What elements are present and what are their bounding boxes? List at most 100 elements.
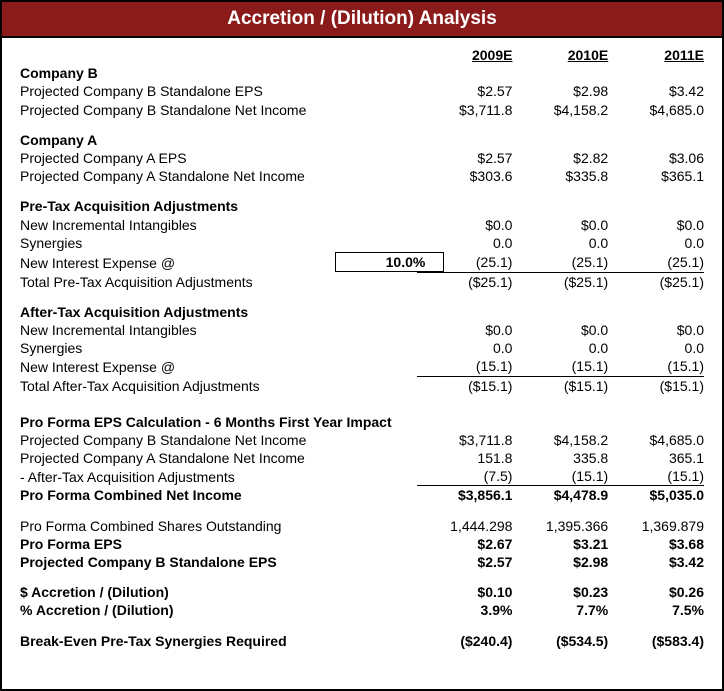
company-b-ni-row: Projected Company B Standalone Net Incom…: [20, 101, 704, 119]
cell: $3.42: [608, 82, 704, 100]
cell: $2.57: [417, 82, 513, 100]
cell: 0.0: [512, 234, 608, 252]
interest-rate-box: 10.0%: [335, 252, 445, 272]
accretion-pct-row: % Accretion / (Dilution) 3.9% 7.7% 7.5%: [20, 601, 704, 619]
pretax-intangibles-row: New Incremental Intangibles $0.0 $0.0 $0…: [20, 216, 704, 234]
cell: $2.82: [512, 149, 608, 167]
pretax-synergies-row: Synergies 0.0 0.0 0.0: [20, 234, 704, 252]
cell: ($25.1): [512, 272, 608, 291]
row-label: New Interest Expense @: [20, 357, 335, 376]
cell: (15.1): [417, 357, 513, 376]
analysis-page: Accretion / (Dilution) Analysis 2009E 20…: [0, 0, 724, 691]
row-label: Pro Forma EPS: [20, 535, 335, 553]
row-label: Synergies: [20, 234, 335, 252]
cell: ($25.1): [417, 272, 513, 291]
cell: $3.21: [512, 535, 608, 553]
row-label: Projected Company A EPS: [20, 149, 335, 167]
header-y1: 2009E: [417, 46, 513, 64]
header-y3: 2011E: [608, 46, 704, 64]
proforma-b-eps-row: Projected Company B Standalone EPS $2.57…: [20, 553, 704, 571]
cell: $0.0: [608, 216, 704, 234]
cell: $0.10: [417, 583, 513, 601]
cell: (15.1): [512, 357, 608, 376]
company-b-eps-row: Projected Company B Standalone EPS $2.57…: [20, 82, 704, 100]
pretax-interest-row: New Interest Expense @ 10.0% (25.1) (25.…: [20, 252, 704, 272]
breakeven-row: Break-Even Pre-Tax Synergies Required ($…: [20, 632, 704, 650]
cell: (15.1): [608, 357, 704, 376]
cell: $3,856.1: [417, 486, 513, 505]
row-label: Total Pre-Tax Acquisition Adjustments: [20, 272, 335, 291]
row-label: Pro Forma Combined Shares Outstanding: [20, 517, 335, 535]
cell: ($534.5): [512, 632, 608, 650]
proforma-a-ni-row: Projected Company A Standalone Net Incom…: [20, 449, 704, 467]
year-header-row: 2009E 2010E 2011E: [20, 46, 704, 64]
cell: $5,035.0: [608, 486, 704, 505]
proforma-eps-row: Pro Forma EPS $2.67 $3.21 $3.68: [20, 535, 704, 553]
cell: 0.0: [512, 339, 608, 357]
row-label: % Accretion / (Dilution): [20, 601, 335, 619]
cell: $4,158.2: [512, 431, 608, 449]
row-label: Projected Company A Standalone Net Incom…: [20, 449, 335, 467]
cell: ($15.1): [417, 376, 513, 395]
cell: $4,158.2: [512, 101, 608, 119]
cell: $335.8: [512, 167, 608, 185]
cell: ($583.4): [608, 632, 704, 650]
aftertax-interest-row: New Interest Expense @ (15.1) (15.1) (15…: [20, 357, 704, 376]
company-a-eps-row: Projected Company A EPS $2.57 $2.82 $3.0…: [20, 149, 704, 167]
analysis-table: 2009E 2010E 2011E Company B Projected Co…: [20, 46, 704, 650]
row-label: New Incremental Intangibles: [20, 216, 335, 234]
aftertax-header: After-Tax Acquisition Adjustments: [20, 303, 704, 321]
aftertax-intangibles-row: New Incremental Intangibles $0.0 $0.0 $0…: [20, 321, 704, 339]
company-b-header: Company B: [20, 64, 704, 82]
row-label: Projected Company B Standalone Net Incom…: [20, 101, 335, 119]
row-label: $ Accretion / (Dilution): [20, 583, 335, 601]
header-y2: 2010E: [512, 46, 608, 64]
cell: $2.98: [512, 82, 608, 100]
cell: ($25.1): [608, 272, 704, 291]
row-label: Break-Even Pre-Tax Synergies Required: [20, 632, 335, 650]
cell: $4,478.9: [512, 486, 608, 505]
cell: $0.0: [417, 216, 513, 234]
pretax-total-row: Total Pre-Tax Acquisition Adjustments ($…: [20, 272, 704, 291]
cell: $4,685.0: [608, 101, 704, 119]
row-label: - After-Tax Acquisition Adjustments: [20, 467, 335, 486]
cell: $4,685.0: [608, 431, 704, 449]
cell: 1,369.879: [608, 517, 704, 535]
cell: 0.0: [417, 234, 513, 252]
cell: $2.57: [417, 149, 513, 167]
cell: $0.0: [608, 321, 704, 339]
cell: ($15.1): [512, 376, 608, 395]
row-label: Synergies: [20, 339, 335, 357]
cell: 0.0: [608, 234, 704, 252]
cell: 3.9%: [417, 601, 513, 619]
row-label: Projected Company B Standalone EPS: [20, 553, 335, 571]
cell: (15.1): [512, 467, 608, 486]
company-a-header: Company A: [20, 131, 704, 149]
cell: 1,444.298: [417, 517, 513, 535]
cell: $2.57: [417, 553, 513, 571]
table-container: 2009E 2010E 2011E Company B Projected Co…: [2, 38, 722, 689]
cell: $0.0: [512, 321, 608, 339]
cell: (25.1): [512, 252, 608, 272]
cell: $3.68: [608, 535, 704, 553]
cell: 365.1: [608, 449, 704, 467]
cell: $0.26: [608, 583, 704, 601]
pretax-header: Pre-Tax Acquisition Adjustments: [20, 197, 704, 215]
proforma-header: Pro Forma EPS Calculation - 6 Months Fir…: [20, 413, 704, 431]
cell: 0.0: [608, 339, 704, 357]
cell: ($15.1): [608, 376, 704, 395]
cell: (7.5): [417, 467, 513, 486]
cell: 335.8: [512, 449, 608, 467]
page-title: Accretion / (Dilution) Analysis: [2, 2, 722, 38]
aftertax-total-row: Total After-Tax Acquisition Adjustments …: [20, 376, 704, 395]
cell: (15.1): [608, 467, 704, 486]
row-label: New Incremental Intangibles: [20, 321, 335, 339]
aftertax-synergies-row: Synergies 0.0 0.0 0.0: [20, 339, 704, 357]
row-label: Projected Company B Standalone EPS: [20, 82, 335, 100]
cell: $365.1: [608, 167, 704, 185]
row-label: Projected Company B Standalone Net Incom…: [20, 431, 335, 449]
row-label: Total After-Tax Acquisition Adjustments: [20, 376, 335, 395]
cell: (25.1): [608, 252, 704, 272]
cell: $0.23: [512, 583, 608, 601]
proforma-combined-ni-row: Pro Forma Combined Net Income $3,856.1 $…: [20, 486, 704, 505]
